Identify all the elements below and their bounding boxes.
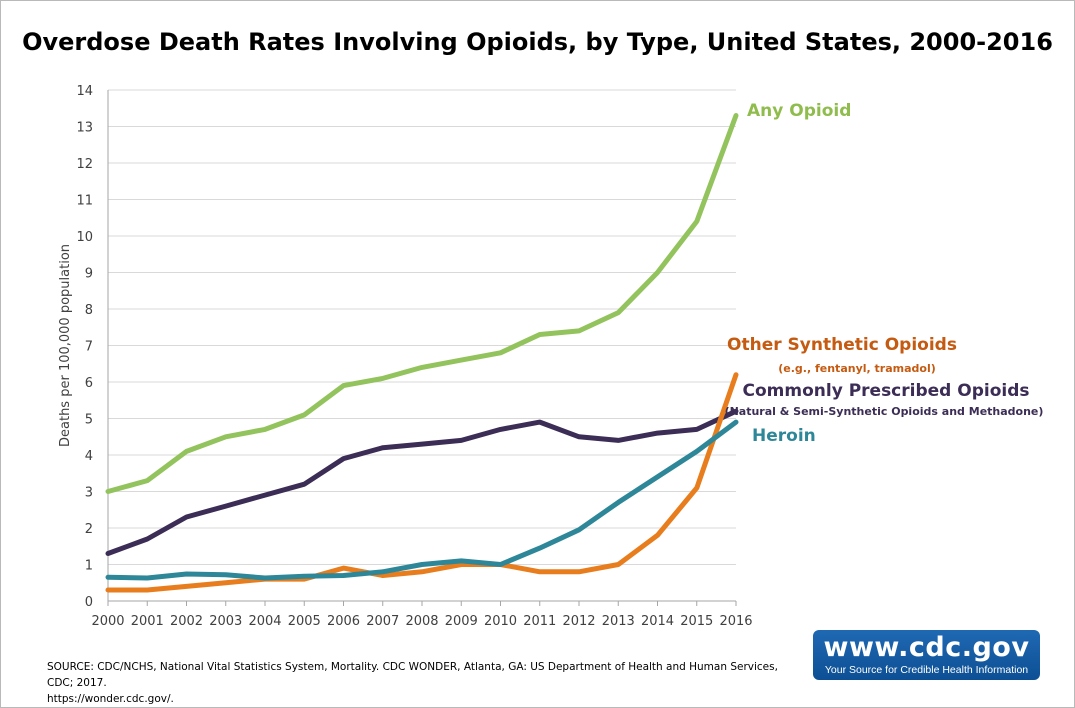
y-tick-label: 7 [85,340,93,355]
y-tick-label: 8 [85,303,93,318]
x-tick-label: 2006 [327,614,360,629]
x-tick-label: 2002 [170,614,203,629]
y-tick-label: 0 [85,595,93,610]
y-tick-label: 11 [76,194,93,209]
y-tick-label: 12 [76,157,93,172]
y-tick-label: 13 [76,121,93,136]
y-tick-label: 14 [76,84,93,99]
source-line-1: SOURCE: CDC/NCHS, National Vital Statist… [47,659,807,691]
cdc-logo-url: www.cdc.gov [813,632,1040,664]
y-tick-label: 9 [85,267,93,282]
x-tick-label: 2009 [445,614,478,629]
y-tick-label: 2 [85,522,93,537]
source-note: SOURCE: CDC/NCHS, National Vital Statist… [47,659,807,707]
y-tick-label: 6 [85,376,93,391]
y-tick-label: 1 [85,559,93,574]
source-line-2: https://wonder.cdc.gov/. [47,691,807,707]
y-axis-title: Deaths per 100,000 population [58,244,73,447]
x-tick-label: 2005 [288,614,321,629]
x-tick-label: 2012 [562,614,595,629]
x-tick-label: 2011 [523,614,556,629]
series-label-heroin: Heroin [752,426,816,446]
y-tick-label: 5 [85,413,93,428]
x-tick-label: 2013 [602,614,635,629]
x-tick-label: 2014 [641,614,674,629]
x-tick-label: 2015 [680,614,713,629]
y-tick-label: 4 [85,449,93,464]
y-tick-label: 10 [76,230,93,245]
y-tick-label: 3 [85,486,93,501]
cdc-logo-tagline: Your Source for Credible Health Informat… [813,664,1040,676]
x-tick-label: 2001 [131,614,164,629]
series-label-other-synthetic-opioids: Other Synthetic Opioids [727,335,957,355]
series-label-commonly-prescribed-opioids: Commonly Prescribed Opioids [743,381,1030,401]
x-tick-label: 2000 [91,614,124,629]
series-label-any-opioid: Any Opioid [747,101,851,121]
x-tick-label: 2010 [484,614,517,629]
x-tick-label: 2008 [405,614,438,629]
series-sublabel-commonly-prescribed-opioids: (Natural & Semi-Synthetic Opioids and Me… [725,405,1044,418]
x-tick-label: 2003 [209,614,242,629]
x-tick-label: 2007 [366,614,399,629]
series-line-other-synthetic-opioids [108,375,736,590]
x-tick-label: 2004 [248,614,281,629]
x-tick-label: 2016 [719,614,752,629]
series-sublabel-other-synthetic-opioids: (e.g., fentanyl, tramadol) [778,362,936,375]
cdc-logo[interactable]: www.cdc.gov Your Source for Credible Hea… [813,630,1040,680]
series-line-commonly-prescribed-opioids [108,411,736,553]
